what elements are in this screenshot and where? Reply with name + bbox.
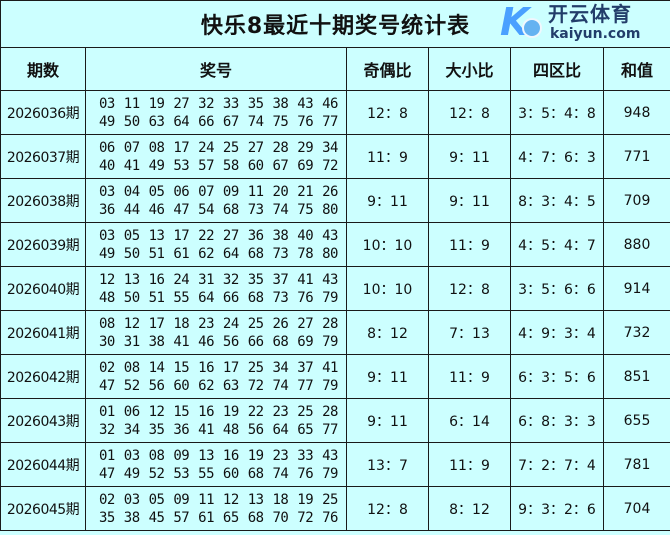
table-row: 2026036期 03 11 19 27 32 33 35 38 43 46 49 … [0,90,670,135]
header-big-small: 大小比 [428,47,511,91]
sum-cell: 704 [602,486,670,531]
big-small-cell: 8：12 [428,486,511,531]
big-small-cell: 11：9 [428,222,511,267]
numbers-cell: 02 08 14 15 16 17 25 34 37 41 47 52 56 60… [85,354,347,399]
numbers-line-1: 02 08 14 15 16 17 25 34 37 41 [99,359,338,376]
zones-cell: 7：2：7：4 [510,442,604,487]
header-issue: 期数 [0,47,86,91]
table-title: 快乐8最近十期奖号统计表 [0,0,670,48]
sum-cell: 709 [602,178,670,223]
header-numbers: 奖号 [85,47,347,91]
sum-cell: 914 [602,266,670,311]
numbers-line-2: 49 50 63 64 66 67 74 75 76 77 [99,113,338,130]
numbers-line-2: 47 49 52 53 55 60 68 74 76 79 [99,465,338,482]
odd-even-cell: 12：8 [346,90,429,135]
sum-cell: 771 [602,134,670,179]
numbers-line-1: 12 13 16 24 31 32 35 37 41 43 [99,271,338,288]
zones-cell: 9：3：2：6 [510,486,604,531]
table-row: 2026041期 08 12 17 18 23 24 25 26 27 28 30 … [0,310,670,355]
big-small-cell: 11：9 [428,354,511,399]
odd-even-cell: 9：11 [346,398,429,443]
issue-cell: 2026038期 [0,178,86,223]
issue-cell: 2026036期 [0,90,86,135]
issue-cell: 2026039期 [0,222,86,267]
numbers-line-1: 03 11 19 27 32 33 35 38 43 46 [99,95,338,112]
big-small-cell: 12：8 [428,266,511,311]
table-row: 2026045期 02 03 05 09 11 12 13 18 19 25 35 … [0,486,670,531]
zones-cell: 8：3：4：5 [510,178,604,223]
sum-cell: 655 [602,398,670,443]
numbers-line-2: 30 31 38 41 46 56 66 68 69 79 [99,333,338,350]
sum-cell: 732 [602,310,670,355]
big-small-cell: 6：14 [428,398,511,443]
issue-cell: 2026043期 [0,398,86,443]
table-row: 2026044期 01 03 08 09 13 16 19 23 33 43 47 … [0,442,670,487]
header-odd-even: 奇偶比 [346,47,429,91]
numbers-line-2: 49 50 51 61 62 64 68 73 78 80 [99,245,338,262]
numbers-line-1: 08 12 17 18 23 24 25 26 27 28 [99,315,338,332]
odd-even-cell: 12：8 [346,486,429,531]
numbers-line-2: 40 41 49 53 57 58 60 67 69 72 [99,157,338,174]
zones-cell: 6：8：3：3 [510,398,604,443]
odd-even-cell: 13：7 [346,442,429,487]
table-row: 2026039期 03 05 13 17 22 27 36 38 40 43 49 … [0,222,670,267]
numbers-cell: 01 06 12 15 16 19 22 23 25 28 32 34 35 36… [85,398,347,443]
numbers-line-1: 03 05 13 17 22 27 36 38 40 43 [99,227,338,244]
odd-even-cell: 8：12 [346,310,429,355]
odd-even-cell: 10：10 [346,266,429,311]
numbers-line-1: 01 03 08 09 13 16 19 23 33 43 [99,447,338,464]
big-small-cell: 9：11 [428,134,511,179]
numbers-cell: 02 03 05 09 11 12 13 18 19 25 35 38 45 57… [85,486,347,531]
issue-cell: 2026042期 [0,354,86,399]
big-small-cell: 11：9 [428,442,511,487]
zones-cell: 4：9：3：4 [510,310,604,355]
table-row: 2026042期 02 08 14 15 16 17 25 34 37 41 47 … [0,354,670,399]
numbers-cell: 12 13 16 24 31 32 35 37 41 43 48 50 51 55… [85,266,347,311]
big-small-cell: 7：13 [428,310,511,355]
header-sum: 和值 [602,47,670,91]
sum-cell: 781 [602,442,670,487]
numbers-cell: 03 05 13 17 22 27 36 38 40 43 49 50 51 61… [85,222,347,267]
sum-cell: 880 [602,222,670,267]
table-row: 2026043期 01 06 12 15 16 19 22 23 25 28 32 … [0,398,670,443]
zones-cell: 4：5：4：7 [510,222,604,267]
numbers-line-2: 48 50 51 55 64 66 68 73 76 79 [99,289,338,306]
issue-cell: 2026045期 [0,486,86,531]
numbers-line-2: 47 52 56 60 62 63 72 74 77 79 [99,377,338,394]
issue-cell: 2026044期 [0,442,86,487]
odd-even-cell: 9：11 [346,178,429,223]
numbers-line-2: 35 38 45 57 61 65 68 70 72 76 [99,509,338,526]
numbers-line-1: 06 07 08 17 24 25 27 28 29 34 [99,139,338,156]
issue-cell: 2026041期 [0,310,86,355]
sum-cell: 851 [602,354,670,399]
header-row: 期数 奖号 奇偶比 大小比 四区比 和值 [0,47,670,91]
header-zones: 四区比 [510,47,604,91]
table-row: 2026040期 12 13 16 24 31 32 35 37 41 43 48 … [0,266,670,311]
issue-cell: 2026037期 [0,134,86,179]
numbers-line-1: 01 06 12 15 16 19 22 23 25 28 [99,403,338,420]
zones-cell: 3：5：4：8 [510,90,604,135]
zones-cell: 3：5：6：6 [510,266,604,311]
numbers-line-2: 36 44 46 47 54 68 73 74 75 80 [99,201,338,218]
table-row: 2026037期 06 07 08 17 24 25 27 28 29 34 40 … [0,134,670,179]
numbers-cell: 03 11 19 27 32 33 35 38 43 46 49 50 63 64… [85,90,347,135]
numbers-line-1: 03 04 05 06 07 09 11 20 21 26 [99,183,338,200]
numbers-cell: 06 07 08 17 24 25 27 28 29 34 40 41 49 53… [85,134,347,179]
numbers-line-1: 02 03 05 09 11 12 13 18 19 25 [99,491,338,508]
table-row: 2026038期 03 04 05 06 07 09 11 20 21 26 36 … [0,178,670,223]
odd-even-cell: 9：11 [346,354,429,399]
sum-cell: 948 [602,90,670,135]
big-small-cell: 12：8 [428,90,511,135]
issue-cell: 2026040期 [0,266,86,311]
odd-even-cell: 10：10 [346,222,429,267]
numbers-cell: 03 04 05 06 07 09 11 20 21 26 36 44 46 47… [85,178,347,223]
odd-even-cell: 11：9 [346,134,429,179]
numbers-cell: 01 03 08 09 13 16 19 23 33 43 47 49 52 53… [85,442,347,487]
big-small-cell: 9：11 [428,178,511,223]
zones-cell: 4：7：6：3 [510,134,604,179]
numbers-cell: 08 12 17 18 23 24 25 26 27 28 30 31 38 41… [85,310,347,355]
zones-cell: 6：3：5：6 [510,354,604,399]
numbers-line-2: 32 34 35 36 41 48 56 64 65 77 [99,421,338,438]
